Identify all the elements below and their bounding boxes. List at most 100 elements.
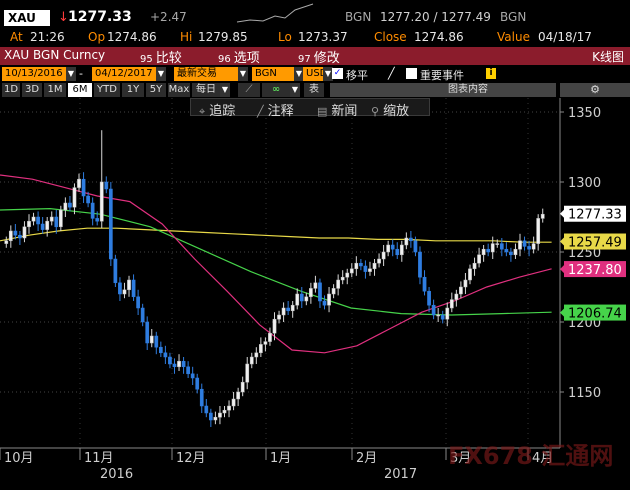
- candle-body: [336, 279, 340, 289]
- crosshair-icon: ⌖: [199, 105, 206, 118]
- range-5y[interactable]: 5Y: [146, 83, 166, 97]
- line-chart-icon[interactable]: ⟋: [238, 83, 260, 97]
- open-label: Op: [88, 30, 106, 44]
- candle-body: [240, 381, 245, 393]
- candle-body: [354, 262, 359, 270]
- zoom-button[interactable]: ⚲ 缩放: [371, 100, 409, 119]
- chart-grid: [0, 98, 560, 448]
- currency-select[interactable]: USD: [303, 67, 327, 81]
- time-value: 21:26: [30, 30, 65, 44]
- last-price: 1277.33: [68, 9, 132, 25]
- edit-button[interactable]: 97 修改: [298, 47, 340, 66]
- high-value: 1279.85: [198, 30, 248, 44]
- range-max[interactable]: Max: [168, 83, 190, 97]
- start-date-field[interactable]: 10/13/2016: [2, 67, 66, 81]
- candle-body: [540, 213, 545, 219]
- series-value-label: 1237.80: [568, 263, 622, 278]
- info-icon[interactable]: i: [486, 68, 496, 79]
- source-select[interactable]: BGN: [252, 67, 294, 81]
- ma-dropdown-icon[interactable]: ▼: [290, 83, 300, 97]
- candle-body: [459, 286, 463, 295]
- candle-body: [199, 388, 204, 407]
- series-label-bg: [564, 304, 626, 321]
- recent-trade-select[interactable]: 最新交易: [174, 67, 238, 81]
- end-date-dropdown-icon[interactable]: ▼: [156, 67, 166, 81]
- candle-body: [345, 272, 350, 278]
- candle-body: [304, 296, 309, 302]
- candle-body: [499, 243, 504, 250]
- zoom-label: 缩放: [383, 104, 410, 119]
- range-1d[interactable]: 1D: [2, 83, 20, 97]
- candle-body: [454, 293, 459, 300]
- annotate-button[interactable]: ╱ 注释: [257, 100, 294, 119]
- candle-body: [490, 243, 495, 253]
- end-date-field[interactable]: 04/12/2017: [92, 67, 156, 81]
- range-1y[interactable]: 1Y: [122, 83, 144, 97]
- gear-icon[interactable]: ⚙: [560, 83, 630, 97]
- candle-body: [108, 188, 113, 260]
- candle-body: [259, 344, 263, 354]
- candle-body: [281, 307, 286, 316]
- candle-body: [390, 244, 395, 250]
- period-select[interactable]: 每日: [192, 83, 220, 97]
- candle-body: [236, 391, 240, 400]
- candle-body: [249, 356, 254, 365]
- open-value: 1274.86: [107, 30, 157, 44]
- symbol[interactable]: XAU: [4, 10, 50, 26]
- series-label-bg: [564, 205, 626, 222]
- quote-bar: XAU ↓ 1277.33 +2.47 BGN 1277.20 / 1277.4…: [0, 0, 630, 30]
- pencil-icon[interactable]: ╱: [388, 67, 395, 80]
- candle-body: [218, 412, 222, 418]
- candle-body: [168, 356, 172, 365]
- series-value-label: 1277.33: [568, 208, 622, 223]
- candle-body: [372, 262, 377, 270]
- currency-dropdown-icon[interactable]: ▼: [323, 67, 333, 81]
- range-ytd[interactable]: YTD: [94, 83, 120, 97]
- news-icon: ▤: [317, 105, 328, 118]
- candle-body: [340, 276, 345, 281]
- period-dropdown-icon[interactable]: ▼: [220, 83, 230, 97]
- candle-body: [422, 276, 427, 292]
- series-label-bg: [564, 233, 626, 250]
- y-tick-label: 1300: [568, 176, 601, 191]
- range-3d[interactable]: 3D: [22, 83, 42, 97]
- range-6m[interactable]: 6M: [68, 83, 92, 97]
- candle-body: [27, 220, 31, 228]
- range-1m[interactable]: 1M: [44, 83, 66, 97]
- x-tick-label: 11月: [84, 451, 114, 466]
- candle-body: [31, 216, 36, 222]
- table-toggle[interactable]: 表: [304, 83, 324, 97]
- candle-body: [190, 373, 195, 379]
- candle-body: [309, 288, 313, 298]
- options-label: 选项: [233, 51, 260, 66]
- candle-body: [163, 352, 168, 358]
- ma-select-icon[interactable]: ∞: [262, 83, 290, 97]
- title-bar: XAU BGN Curncy 95 比较 96 选项 97 修改 K线图: [0, 47, 630, 66]
- events-checkbox[interactable]: [406, 68, 417, 79]
- candle-body: [536, 218, 541, 244]
- recent-trade-dropdown-icon[interactable]: ▼: [238, 67, 248, 81]
- options-button[interactable]: 96 选项: [218, 47, 260, 66]
- start-date-dropdown-icon[interactable]: ▼: [66, 67, 76, 81]
- compare-button[interactable]: 95 比较: [140, 47, 182, 66]
- chart-content-button[interactable]: 图表内容: [330, 83, 556, 97]
- candle-body: [377, 258, 381, 264]
- candle-body: [213, 416, 218, 421]
- track-button[interactable]: ⌖ 追踪: [199, 100, 235, 119]
- events-label: 重要事件: [420, 69, 464, 82]
- candle-body: [513, 248, 518, 256]
- y-tick-label: 1250: [568, 246, 601, 261]
- options-num: 96: [218, 54, 231, 65]
- candle-body: [322, 300, 327, 306]
- candle-body: [427, 290, 431, 306]
- x-tick-label: 12月: [176, 451, 206, 466]
- source-dropdown-icon[interactable]: ▼: [294, 67, 304, 81]
- shift-checkbox[interactable]: ✓: [332, 68, 343, 79]
- candle-body: [495, 243, 500, 245]
- candle-body: [18, 234, 22, 239]
- candle-body: [63, 202, 68, 211]
- news-button[interactable]: ▤ 新闻: [317, 100, 357, 119]
- year-label: 2017: [384, 467, 417, 482]
- bid-ask: 1277.20 / 1277.49: [380, 10, 491, 24]
